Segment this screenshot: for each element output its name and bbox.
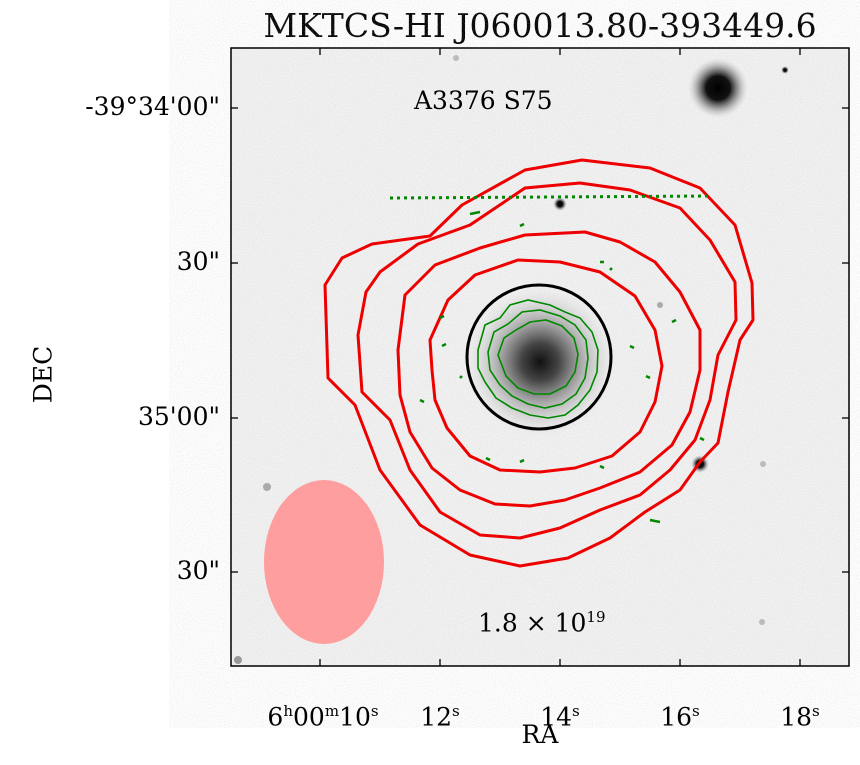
y-tick-label: 30" bbox=[176, 556, 220, 585]
x-tick-label: 18s bbox=[780, 702, 820, 732]
bright-star bbox=[688, 58, 748, 118]
axes-frame bbox=[230, 47, 850, 667]
optical-contours bbox=[389, 194, 711, 524]
column-density-base: 1.8 × 10 bbox=[478, 608, 587, 638]
galaxy-core bbox=[465, 287, 615, 437]
y-tick-label: 35'00" bbox=[138, 402, 220, 431]
aperture-circle bbox=[465, 283, 613, 431]
x-tick-label: 6h00m10s bbox=[267, 702, 379, 732]
figure-title: MKTCS-HI J060013.80-393449.6 bbox=[263, 6, 817, 45]
y-axis-label: DEC bbox=[28, 345, 58, 404]
beam-ellipse bbox=[264, 480, 384, 644]
x-tick-label: 14s bbox=[540, 702, 580, 732]
column-density-exponent: 19 bbox=[586, 608, 606, 626]
galaxy-label: A3376 S75 bbox=[414, 86, 553, 115]
y-tick-label: -39°34'00" bbox=[85, 92, 220, 121]
hi-contours bbox=[323, 158, 755, 568]
x-tick-label: 16s bbox=[660, 702, 700, 732]
column-density-label: 1.8 × 1019 bbox=[478, 608, 606, 637]
x-axis-label: RA bbox=[521, 720, 559, 749]
y-tick-label: 30" bbox=[176, 247, 220, 276]
x-tick-label: 12s bbox=[420, 702, 460, 732]
